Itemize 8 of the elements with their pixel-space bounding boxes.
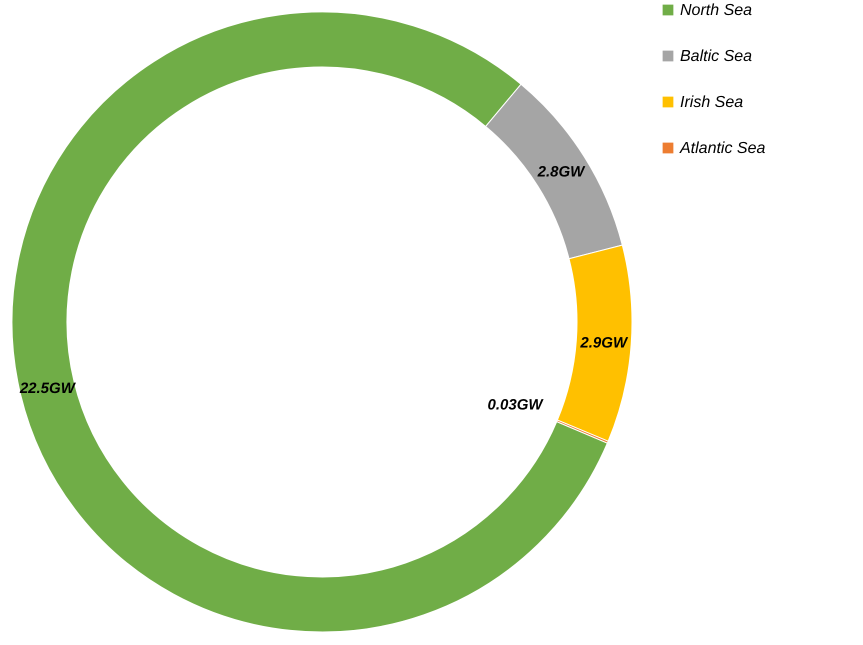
legend-label: Baltic Sea	[680, 48, 752, 65]
data-label: 22.5GW	[18, 380, 77, 398]
legend-label: Irish Sea	[680, 94, 744, 111]
legend-label: North Sea	[680, 2, 752, 19]
legend-label: Atlantic Sea	[679, 140, 766, 157]
data-label: 2.9GW	[579, 334, 629, 352]
data-label: 2.8GW	[536, 163, 586, 180]
data-label: 0.03GW	[488, 396, 544, 414]
